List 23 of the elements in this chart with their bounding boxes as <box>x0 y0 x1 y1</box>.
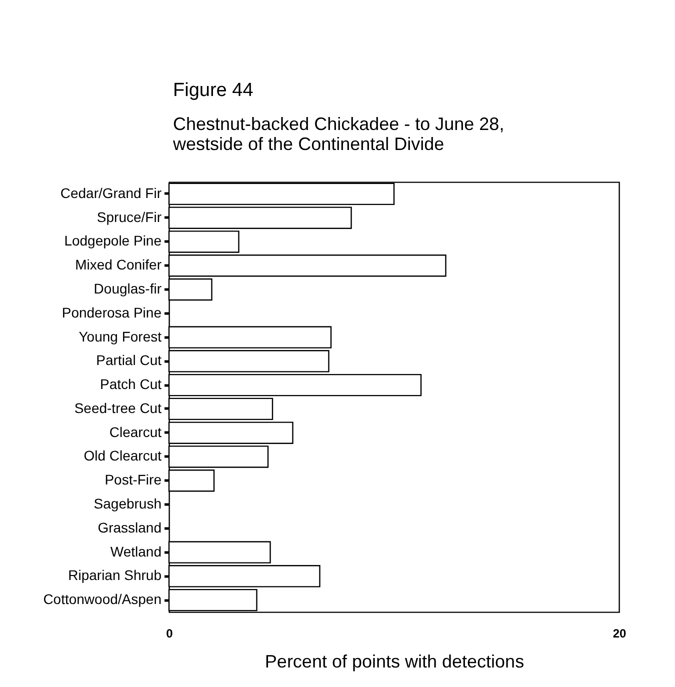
y-tick-label: Lodgepole Pine <box>64 232 162 249</box>
y-tick-label: Seed-tree Cut <box>74 400 162 416</box>
y-tick-label: Wetland <box>110 543 162 560</box>
x-tick-label: 0 <box>166 626 174 640</box>
y-tick-label: Riparian Shrub <box>68 567 162 584</box>
chart-title: Figure 44 <box>173 80 254 101</box>
y-tick-label: Cottonwood/Aspen <box>43 591 162 608</box>
y-tick-label: Post-Fire <box>104 472 162 488</box>
x-tick-label: 20 <box>612 626 626 640</box>
y-tick-label: Grassland <box>98 519 162 536</box>
y-tick-label: Sagebrush <box>94 496 162 512</box>
y-tick-label: Partial Cut <box>96 352 162 368</box>
chart-subtitle: Chestnut-backed Chickadee - to June 28, westside of the Continental Divide <box>172 114 504 154</box>
y-tick-label: Young Forest <box>78 328 162 344</box>
x-axis-title: Percent of points with detections <box>264 652 524 672</box>
y-tick-label: Clearcut <box>109 424 162 440</box>
y-tick-label: Cedar/Grand Fir <box>60 184 162 201</box>
y-tick-label: Old Clearcut <box>84 448 162 464</box>
y-tick-label: Mixed Conifer <box>75 256 162 273</box>
y-tick-label: Patch Cut <box>100 376 162 392</box>
y-tick-label: Douglas-fir <box>94 280 162 296</box>
y-tick-label: Ponderosa Pine <box>62 304 162 320</box>
y-tick-label: Spruce/Fir <box>96 208 162 225</box>
